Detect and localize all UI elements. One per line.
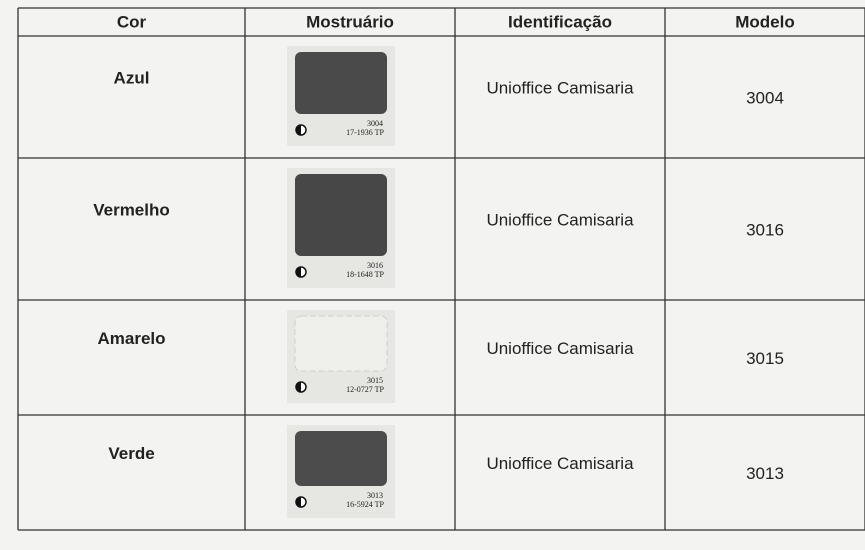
column-header: Modelo: [735, 12, 795, 31]
contrast-icon-half: [296, 125, 301, 135]
identification: Unioffice Camisaria: [486, 454, 634, 473]
swatch-pantone: 18-1648 TP: [346, 270, 384, 279]
swatch-code: 3004: [367, 119, 383, 128]
contrast-icon-half: [296, 267, 301, 277]
color-name: Amarelo: [97, 329, 165, 348]
swatch-pantone: 17-1936 TP: [346, 128, 384, 137]
column-header: Mostruário: [306, 12, 394, 31]
color-name: Vermelho: [93, 200, 170, 219]
swatch-pantone: 16-5924 TP: [346, 500, 384, 509]
swatch-code: 3013: [367, 491, 383, 500]
model-number: 3013: [746, 464, 784, 483]
fabric-swatch: [295, 174, 387, 256]
swatch-code: 3015: [367, 376, 383, 385]
identification: Unioffice Camisaria: [486, 339, 634, 358]
color-name: Azul: [114, 68, 150, 87]
swatch-pantone: 12-0727 TP: [346, 385, 384, 394]
fabric-swatch: [295, 431, 387, 486]
fabric-swatch: [294, 315, 388, 372]
contrast-icon-half: [296, 382, 301, 392]
column-header: Cor: [117, 12, 147, 31]
model-number: 3016: [746, 220, 784, 239]
model-number: 3015: [746, 349, 784, 368]
color-name: Verde: [108, 444, 154, 463]
contrast-icon-half: [296, 497, 301, 507]
column-header: Identificação: [508, 12, 612, 31]
swatch-code: 3016: [367, 261, 383, 270]
identification: Unioffice Camisaria: [486, 78, 634, 97]
fabric-swatch: [295, 52, 387, 114]
model-number: 3004: [746, 88, 784, 107]
identification: Unioffice Camisaria: [486, 210, 634, 229]
